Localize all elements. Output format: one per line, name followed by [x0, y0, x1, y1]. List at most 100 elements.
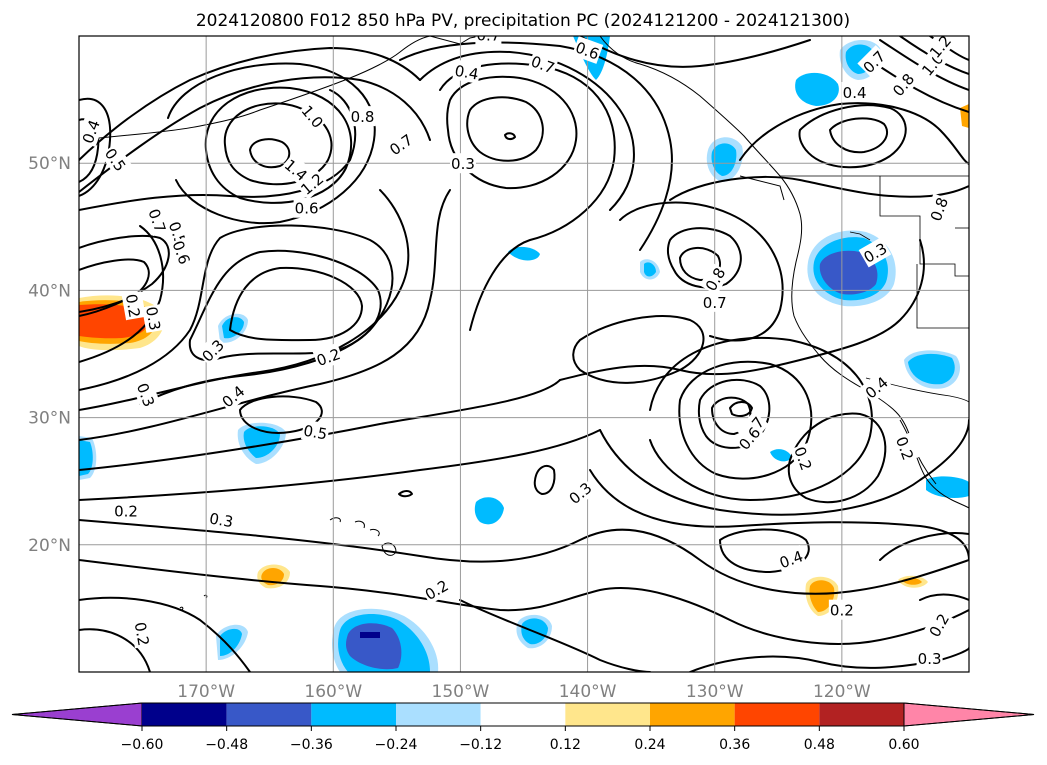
contour-label-text: 0.4 — [843, 84, 867, 102]
colorbar: −0.60 −0.48 −0.36 −0.24 −0.12 0.12 0.24 0.36 0.4… — [11, 702, 1035, 753]
contour-label-halo — [143, 204, 172, 237]
contour-label-halo — [857, 45, 890, 78]
contour-label-text: 0.3 — [451, 155, 475, 173]
contour-label-halo — [571, 36, 604, 64]
contour-label-halo — [295, 167, 329, 200]
contour-label-halo — [168, 236, 196, 268]
precip-blob-misc — [79, 246, 969, 672]
contour-label-halo — [79, 115, 105, 148]
contour-label-text: 0.2 — [122, 293, 144, 320]
contour-label-halo — [349, 106, 376, 127]
contour-label-halo — [699, 262, 730, 296]
contour-label-text: 0.2 — [114, 502, 138, 520]
contour-label: 0.7 — [701, 291, 728, 312]
y-tick-label: 30°N — [28, 409, 71, 429]
contour-label-halo — [858, 237, 892, 268]
contour-label-halo — [563, 476, 597, 509]
contour-label-halo — [916, 648, 943, 669]
y-tick-label: 20°N — [28, 536, 71, 556]
colorbar-tick-label: −0.60 — [121, 737, 164, 753]
contour-label: 0.6 — [293, 197, 320, 218]
colorbar-extend-high — [903, 702, 1035, 727]
contour-label-text: 0.3 — [208, 509, 235, 531]
colorbar-segment — [650, 703, 735, 726]
contour-label: 0.3 — [449, 153, 476, 174]
contour-label-halo — [828, 599, 855, 620]
colorbar-segment — [480, 703, 566, 726]
contour-label: 0.2 — [130, 619, 155, 649]
contour-label: 0.2 — [312, 342, 344, 371]
contour-label: 0.2 — [789, 442, 818, 474]
contour-label: 0.7 — [143, 204, 172, 237]
x-tick-label: 160°W — [304, 682, 362, 702]
contour-label-halo — [527, 50, 559, 78]
contour-label-halo — [923, 36, 956, 63]
contour-label-halo — [924, 193, 953, 225]
colorbar-segment — [734, 703, 820, 726]
x-tick-label: 150°W — [432, 682, 490, 702]
x-tick-label: 130°W — [686, 682, 744, 702]
contour-label-text: 0.3 — [142, 305, 164, 332]
contour-label-halo — [452, 59, 482, 84]
contour-label-halo — [475, 36, 502, 45]
gridlines — [79, 36, 969, 672]
contour-label-halo — [206, 507, 236, 532]
contour-label-halo — [841, 81, 868, 102]
contour-label-halo — [196, 333, 229, 367]
map-frame — [78, 35, 970, 673]
x-tick-label: 170°W — [177, 682, 235, 702]
x-tick-label: 120°W — [813, 682, 871, 702]
contour-label-halo — [216, 379, 250, 412]
contour-label: 0.2 — [828, 599, 855, 620]
contour-label-halo — [420, 574, 453, 605]
contour-label-halo — [859, 371, 893, 404]
colorbar-segment — [311, 703, 396, 726]
contour-label-halo — [113, 500, 140, 521]
colorbar-tick-label: 0.60 — [888, 737, 919, 753]
map-area: 0.40.50.70.50.60.20.30.31.01.41.20.60.80… — [78, 27, 970, 673]
contour-label-text: 0.5 — [302, 422, 329, 444]
contour-label-halo — [891, 432, 920, 464]
colorbar-extend-low — [11, 702, 143, 727]
contour-label-halo — [130, 619, 155, 649]
contour-label-text: 0.7 — [703, 294, 727, 312]
x-tick-label: 140°W — [559, 682, 617, 702]
colorbar-segment — [142, 703, 227, 726]
contour-label: 0.3 — [916, 648, 943, 669]
colorbar-tick-label: −0.12 — [459, 737, 502, 753]
contour-label-halo — [300, 419, 331, 444]
contour-label-halo — [701, 291, 728, 312]
contour-label: 0.8 — [349, 106, 376, 127]
colorbar-tick-label: 0.24 — [634, 737, 665, 753]
contour-label-halo — [449, 153, 476, 174]
contour-label-text: 0.7 — [476, 27, 500, 45]
contour-label-halo — [121, 291, 146, 321]
contour-label: 0.4 — [452, 59, 482, 84]
colorbar-segment — [226, 703, 312, 726]
contour-label-text: 0.2 — [131, 621, 153, 648]
colorbar-tick-label: −0.36 — [290, 737, 333, 753]
pv-contours — [79, 36, 969, 672]
contour-label-text: 0.8 — [351, 108, 375, 126]
colorbar-segment — [396, 703, 481, 726]
contour-label-text: 0.4 — [453, 62, 480, 84]
colorbar-segment — [819, 703, 904, 726]
contour-label: 0.2 — [121, 291, 146, 321]
chart-title: 2024120800 F012 850 hPa PV, precipitatio… — [196, 11, 850, 31]
contour-label-halo — [775, 544, 807, 573]
colorbar-tick-label: 0.36 — [719, 737, 750, 753]
contour-label: 0.7 — [475, 27, 502, 45]
longitude-tick-labels: 170°W 160°W 150°W 140°W 130°W 120°W — [177, 682, 871, 702]
y-tick-label: 40°N — [28, 281, 71, 301]
latitude-tick-labels: 50°N 40°N 30°N 20°N — [28, 154, 71, 556]
colorbar-segment — [565, 703, 650, 726]
contour-label-halo — [789, 442, 818, 474]
contour-label-halo — [384, 128, 418, 160]
colorbar-tick-label: 0.12 — [550, 737, 581, 753]
contour-label: 0.4 — [841, 81, 868, 102]
contour-label-halo — [141, 303, 167, 333]
colorbar-tick-label: −0.48 — [205, 737, 248, 753]
contour-label: 0.5 — [300, 419, 331, 444]
contour-label-text: 0.2 — [830, 602, 854, 620]
contour-label: 0.2 — [113, 500, 140, 521]
